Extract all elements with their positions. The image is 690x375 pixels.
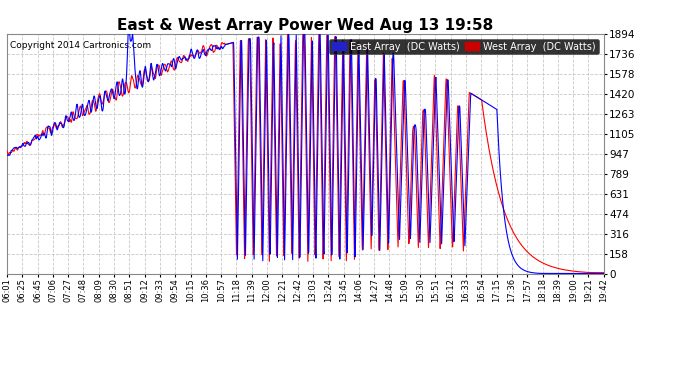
Legend: East Array  (DC Watts), West Array  (DC Watts): East Array (DC Watts), West Array (DC Wa… [329,39,599,54]
Title: East & West Array Power Wed Aug 13 19:58: East & West Array Power Wed Aug 13 19:58 [117,18,493,33]
Text: Copyright 2014 Cartronics.com: Copyright 2014 Cartronics.com [10,41,151,50]
